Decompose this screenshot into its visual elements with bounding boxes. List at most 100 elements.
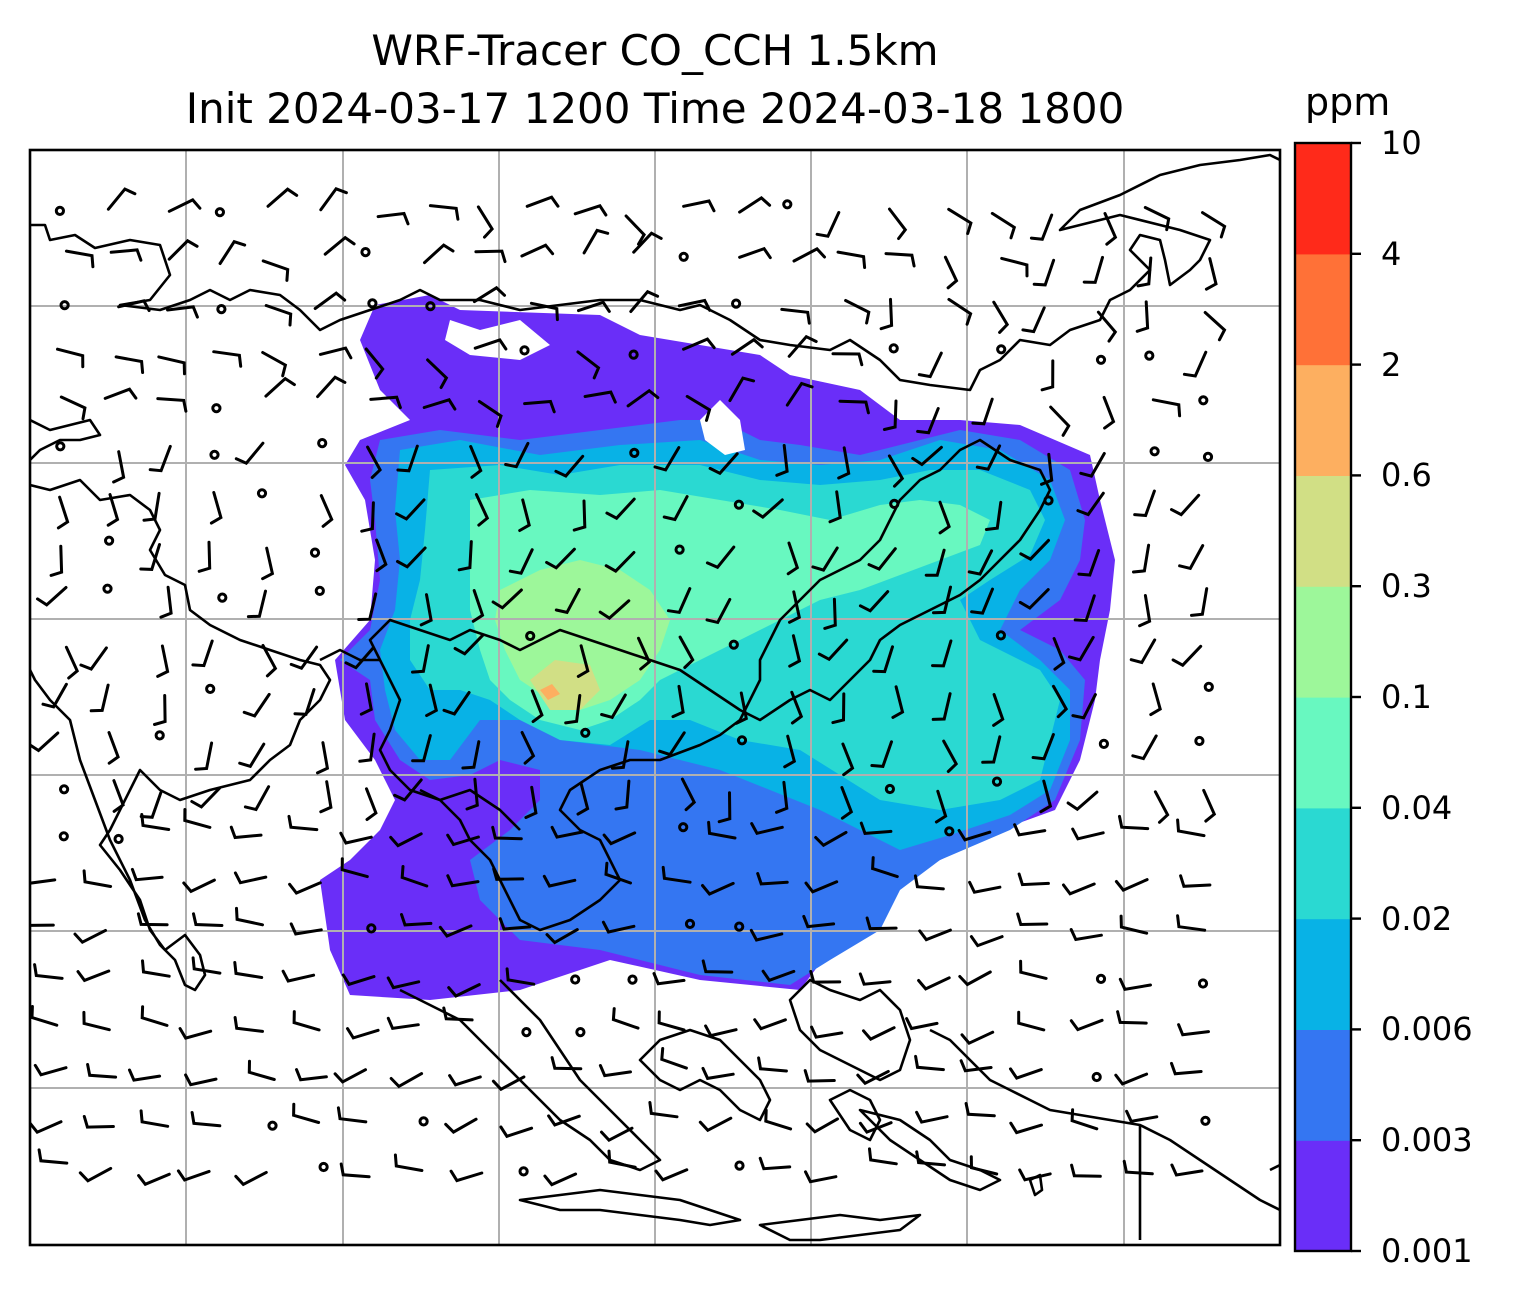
wind-barb <box>704 1024 738 1038</box>
calm-wind-circle <box>728 639 739 650</box>
wind-barb <box>958 970 992 987</box>
wind-barb <box>78 1166 113 1183</box>
calm-wind-circle <box>102 583 113 594</box>
wind-barb <box>400 913 433 927</box>
wind-barb <box>287 814 319 832</box>
wind-barb <box>1143 206 1171 232</box>
wind-barb <box>1133 489 1156 518</box>
wind-barb <box>840 786 854 820</box>
wind-barb <box>661 865 692 884</box>
calm-wind-circle <box>113 833 124 845</box>
wind-barb <box>960 1030 995 1046</box>
wind-barb <box>576 782 590 816</box>
wind-barb <box>756 872 789 886</box>
calm-wind-circle <box>684 918 696 930</box>
wind-barb <box>289 922 323 936</box>
calm-wind-circle <box>678 822 689 833</box>
calm-wind-circle <box>59 784 70 795</box>
calm-wind-circle <box>209 449 220 460</box>
wind-barb <box>1049 405 1071 437</box>
wind-barb <box>913 874 945 891</box>
wind-barb <box>828 490 842 524</box>
wind-barb <box>182 878 216 894</box>
wind-barb <box>823 597 837 630</box>
wind-barb <box>542 874 577 888</box>
wind-barb <box>817 638 849 662</box>
wind-barb <box>357 592 378 621</box>
wind-barb <box>524 785 538 819</box>
calm-wind-circle <box>1198 395 1209 406</box>
wind-barb <box>934 789 948 824</box>
colorbar-unit-label: ppm <box>1305 80 1391 124</box>
wind-barb <box>142 491 161 522</box>
wind-barb <box>577 300 611 313</box>
wind-barb <box>411 734 432 763</box>
wind-barb <box>529 301 559 322</box>
wind-barb <box>130 867 164 882</box>
wind-barb <box>1114 878 1149 892</box>
wind-barb <box>1017 1010 1046 1032</box>
wind-barb <box>775 444 789 477</box>
wind-barb <box>106 493 120 527</box>
wind-barb <box>491 825 523 841</box>
wind-barb <box>1151 398 1182 418</box>
calm-wind-circle <box>736 735 748 746</box>
wind-barb <box>662 495 689 522</box>
wind-barb <box>610 740 630 770</box>
wind-barb <box>1079 452 1106 478</box>
wind-barb <box>319 494 334 528</box>
wind-barb <box>428 204 460 221</box>
wind-barb <box>809 970 842 984</box>
wind-barb <box>453 633 485 656</box>
wind-barb <box>140 1005 169 1027</box>
wind-barb <box>1202 788 1217 823</box>
wind-barb <box>788 634 802 668</box>
wind-barb <box>787 334 818 358</box>
wind-barb <box>671 684 685 719</box>
wind-barb <box>234 441 265 466</box>
wind-barb <box>292 1102 321 1124</box>
wind-barb <box>112 450 126 484</box>
wind-barb <box>738 246 772 260</box>
wind-barb <box>682 199 716 213</box>
wind-barb <box>858 1121 893 1134</box>
calm-wind-circle <box>366 923 377 934</box>
wind-barb <box>422 398 457 411</box>
colorbar-tick-label: 0.04 <box>1381 788 1453 827</box>
wind-barb <box>1138 594 1152 628</box>
wind-barb <box>942 739 959 773</box>
wind-barb <box>677 298 712 312</box>
wind-barb <box>469 445 483 479</box>
wind-barb <box>1018 588 1050 610</box>
calm-wind-circle <box>521 1027 532 1038</box>
wind-barb <box>37 1148 69 1165</box>
wind-barb <box>233 961 264 979</box>
calm-wind-circle <box>570 974 581 985</box>
wind-barb <box>136 912 169 927</box>
wind-barb <box>246 589 267 619</box>
wind-barb <box>1071 827 1105 841</box>
wind-barb <box>449 1169 484 1183</box>
wind-barb <box>1132 543 1151 574</box>
wind-barb <box>992 693 1005 727</box>
wind-barb <box>477 400 503 428</box>
calm-wind-circle <box>1098 738 1110 750</box>
wind-barb <box>916 407 940 435</box>
wind-barb <box>604 861 632 885</box>
wind-barb <box>156 644 170 678</box>
wind-barb <box>292 1010 321 1032</box>
colorbar-tick-label: 0.6 <box>1381 456 1432 495</box>
wind-barb <box>233 1016 264 1033</box>
calm-wind-circle <box>1202 451 1214 462</box>
wind-barb <box>882 399 898 431</box>
wind-barb <box>761 969 796 983</box>
wind-barb <box>318 346 353 360</box>
wind-barb <box>701 959 734 974</box>
wind-barb <box>975 444 1002 471</box>
wind-barb <box>915 1150 946 1167</box>
wind-barb <box>1052 684 1069 719</box>
wind-barb <box>396 546 427 569</box>
wind-barb <box>750 822 784 836</box>
wind-barb <box>438 924 473 938</box>
wind-barb <box>1170 1061 1203 1076</box>
